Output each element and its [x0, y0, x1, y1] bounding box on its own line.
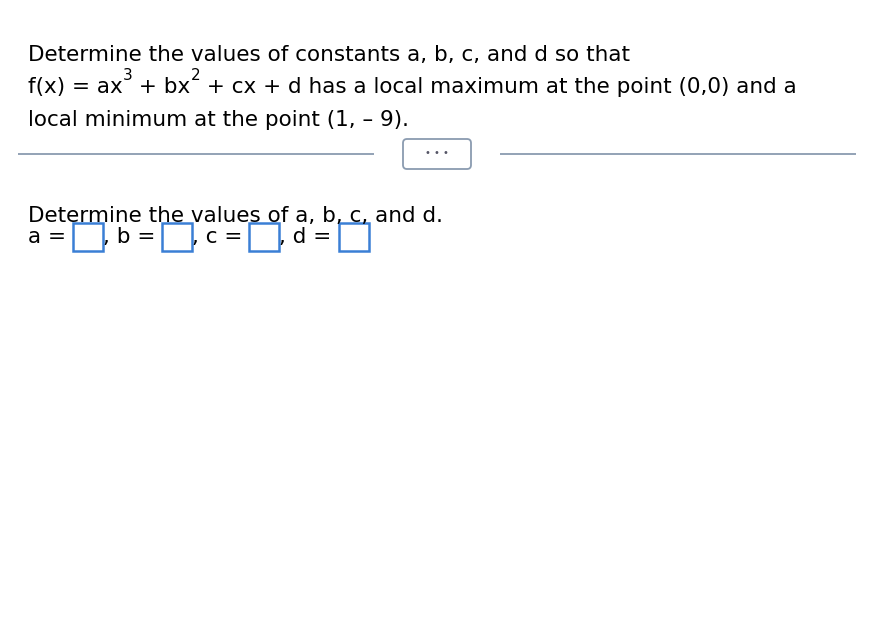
Text: local minimum at the point (1, – 9).: local minimum at the point (1, – 9).: [28, 110, 409, 130]
Text: Determine the values of constants a, b, c, and d so that: Determine the values of constants a, b, …: [28, 45, 630, 65]
Text: , c =: , c =: [192, 227, 249, 247]
Text: , b =: , b =: [103, 227, 162, 247]
Text: , d =: , d =: [280, 227, 338, 247]
Text: f(x) = ax: f(x) = ax: [28, 77, 122, 97]
Text: a =: a =: [28, 227, 73, 247]
Text: 2: 2: [191, 68, 200, 83]
Text: Determine the values of a, b, c, and d.: Determine the values of a, b, c, and d.: [28, 206, 443, 226]
Text: • • •: • • •: [425, 148, 449, 158]
Text: 3: 3: [122, 68, 133, 83]
FancyBboxPatch shape: [403, 139, 471, 169]
FancyBboxPatch shape: [162, 223, 192, 251]
Text: + cx + d has a local maximum at the point (0,0) and a: + cx + d has a local maximum at the poin…: [200, 77, 797, 97]
FancyBboxPatch shape: [249, 223, 280, 251]
FancyBboxPatch shape: [73, 223, 103, 251]
Text: + bx: + bx: [133, 77, 191, 97]
FancyBboxPatch shape: [338, 223, 369, 251]
